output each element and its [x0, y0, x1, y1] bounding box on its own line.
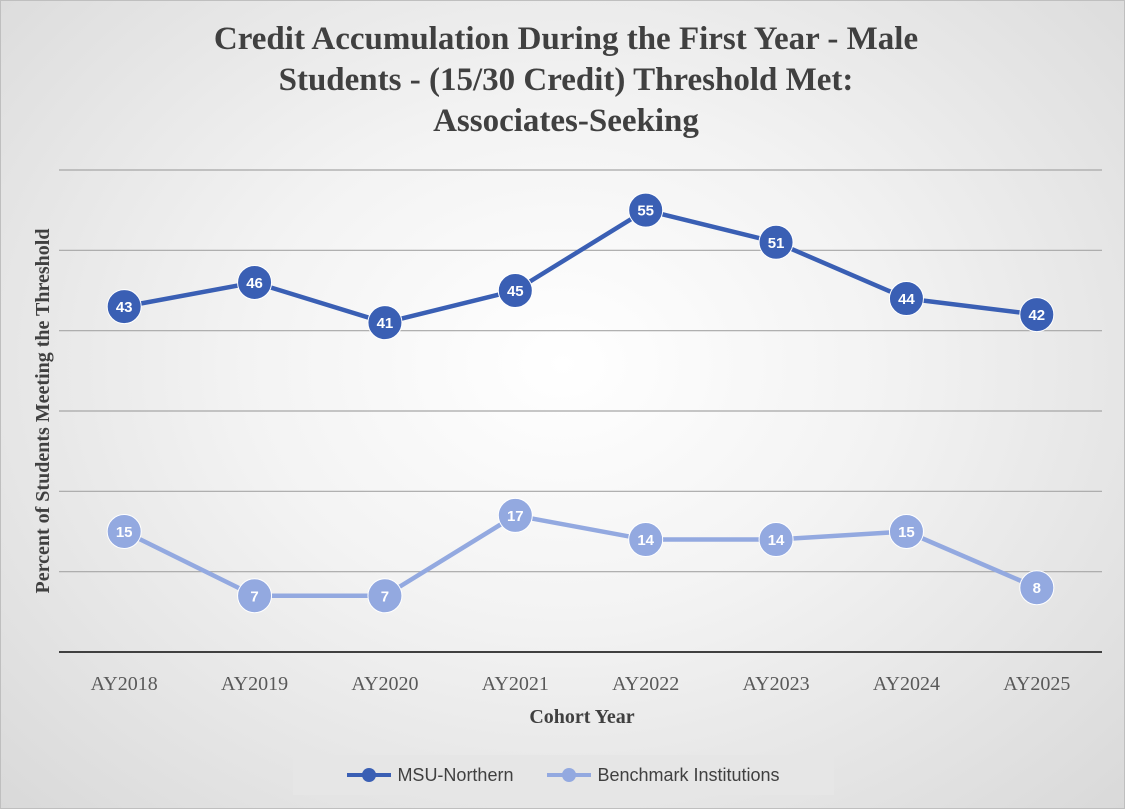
data-point	[758, 522, 794, 558]
series-line-0	[123, 207, 1038, 325]
legend-swatch-msu-northern	[347, 768, 392, 782]
data-point	[758, 224, 794, 260]
data-point	[106, 289, 142, 325]
data-label: 7	[250, 588, 258, 605]
legend: MSU-Northern Benchmark Institutions	[293, 755, 834, 795]
data-point	[237, 264, 273, 300]
data-label: 55	[637, 203, 654, 220]
data-label: 14	[768, 532, 785, 549]
x-tick-label: AY2020	[351, 673, 418, 695]
x-tick-label: AY2025	[1003, 673, 1070, 695]
series-line-1	[123, 513, 1038, 599]
x-tick-label: AY2023	[743, 673, 810, 695]
chart-title-line-1: Credit Accumulation During the First Yea…	[213, 21, 919, 57]
data-point	[1019, 570, 1055, 606]
series-1: 15 7 7 17 14 14 15 8	[106, 497, 1055, 614]
series-layer: 43 46 41 45 55 51 44 42 15 7 7 17 14 14 15 8	[106, 192, 1055, 614]
chart-title-line-3: Associates-Seeking	[433, 103, 699, 139]
data-label: 7	[381, 588, 389, 605]
data-label: 46	[246, 275, 263, 292]
data-point	[628, 192, 664, 228]
chart-title-line-2: Students - (15/30 Credit) Threshold Met:	[278, 62, 854, 98]
gridlines	[59, 169, 1102, 573]
data-label: 45	[507, 283, 524, 300]
data-label: 14	[637, 532, 654, 549]
data-point	[106, 514, 142, 549]
x-tick-label: AY2024	[873, 673, 940, 695]
x-tick-label: AY2022	[612, 673, 679, 695]
data-point	[367, 578, 403, 614]
series-0: 43 46 41 45 55 51 44 42	[106, 192, 1055, 341]
legend-label-msu-northern: MSU-Northern	[397, 764, 514, 785]
legend-item-msu-northern: MSU-Northern	[347, 765, 513, 786]
legend-swatch-benchmark-institutions	[547, 768, 592, 782]
data-label: 15	[116, 524, 133, 541]
legend-label-benchmark-institutions: Benchmark Institutions	[597, 764, 780, 785]
data-point	[628, 522, 664, 558]
data-point	[888, 281, 924, 317]
data-label: 51	[768, 235, 785, 252]
x-tick-label: AY2021	[482, 673, 549, 695]
chart-title: Credit Accumulation During the First Yea…	[151, 19, 981, 142]
data-label: 43	[116, 299, 133, 316]
data-label: 17	[507, 508, 524, 525]
x-axis-title: Cohort Year	[529, 706, 634, 728]
data-label: 15	[898, 524, 915, 541]
data-point	[237, 578, 273, 614]
data-label: 8	[1033, 580, 1041, 597]
data-label: 44	[898, 291, 915, 308]
data-point	[367, 305, 403, 341]
x-axis: AY2018 AY2019 AY2020 AY2021 AY2022 AY2023 AY20…	[59, 651, 1102, 695]
data-label: 41	[377, 315, 394, 332]
data-label: 42	[1028, 307, 1045, 324]
data-point	[497, 273, 533, 308]
legend-item-benchmark-institutions: Benchmark Institutions	[547, 764, 780, 786]
data-point	[1019, 297, 1055, 333]
data-point	[888, 514, 924, 549]
x-tick-label: AY2018	[91, 673, 158, 695]
y-axis-title: Percent of Students Meeting the Threshol…	[32, 229, 54, 594]
x-tick-label: AY2019	[221, 673, 288, 695]
data-point	[497, 497, 533, 533]
